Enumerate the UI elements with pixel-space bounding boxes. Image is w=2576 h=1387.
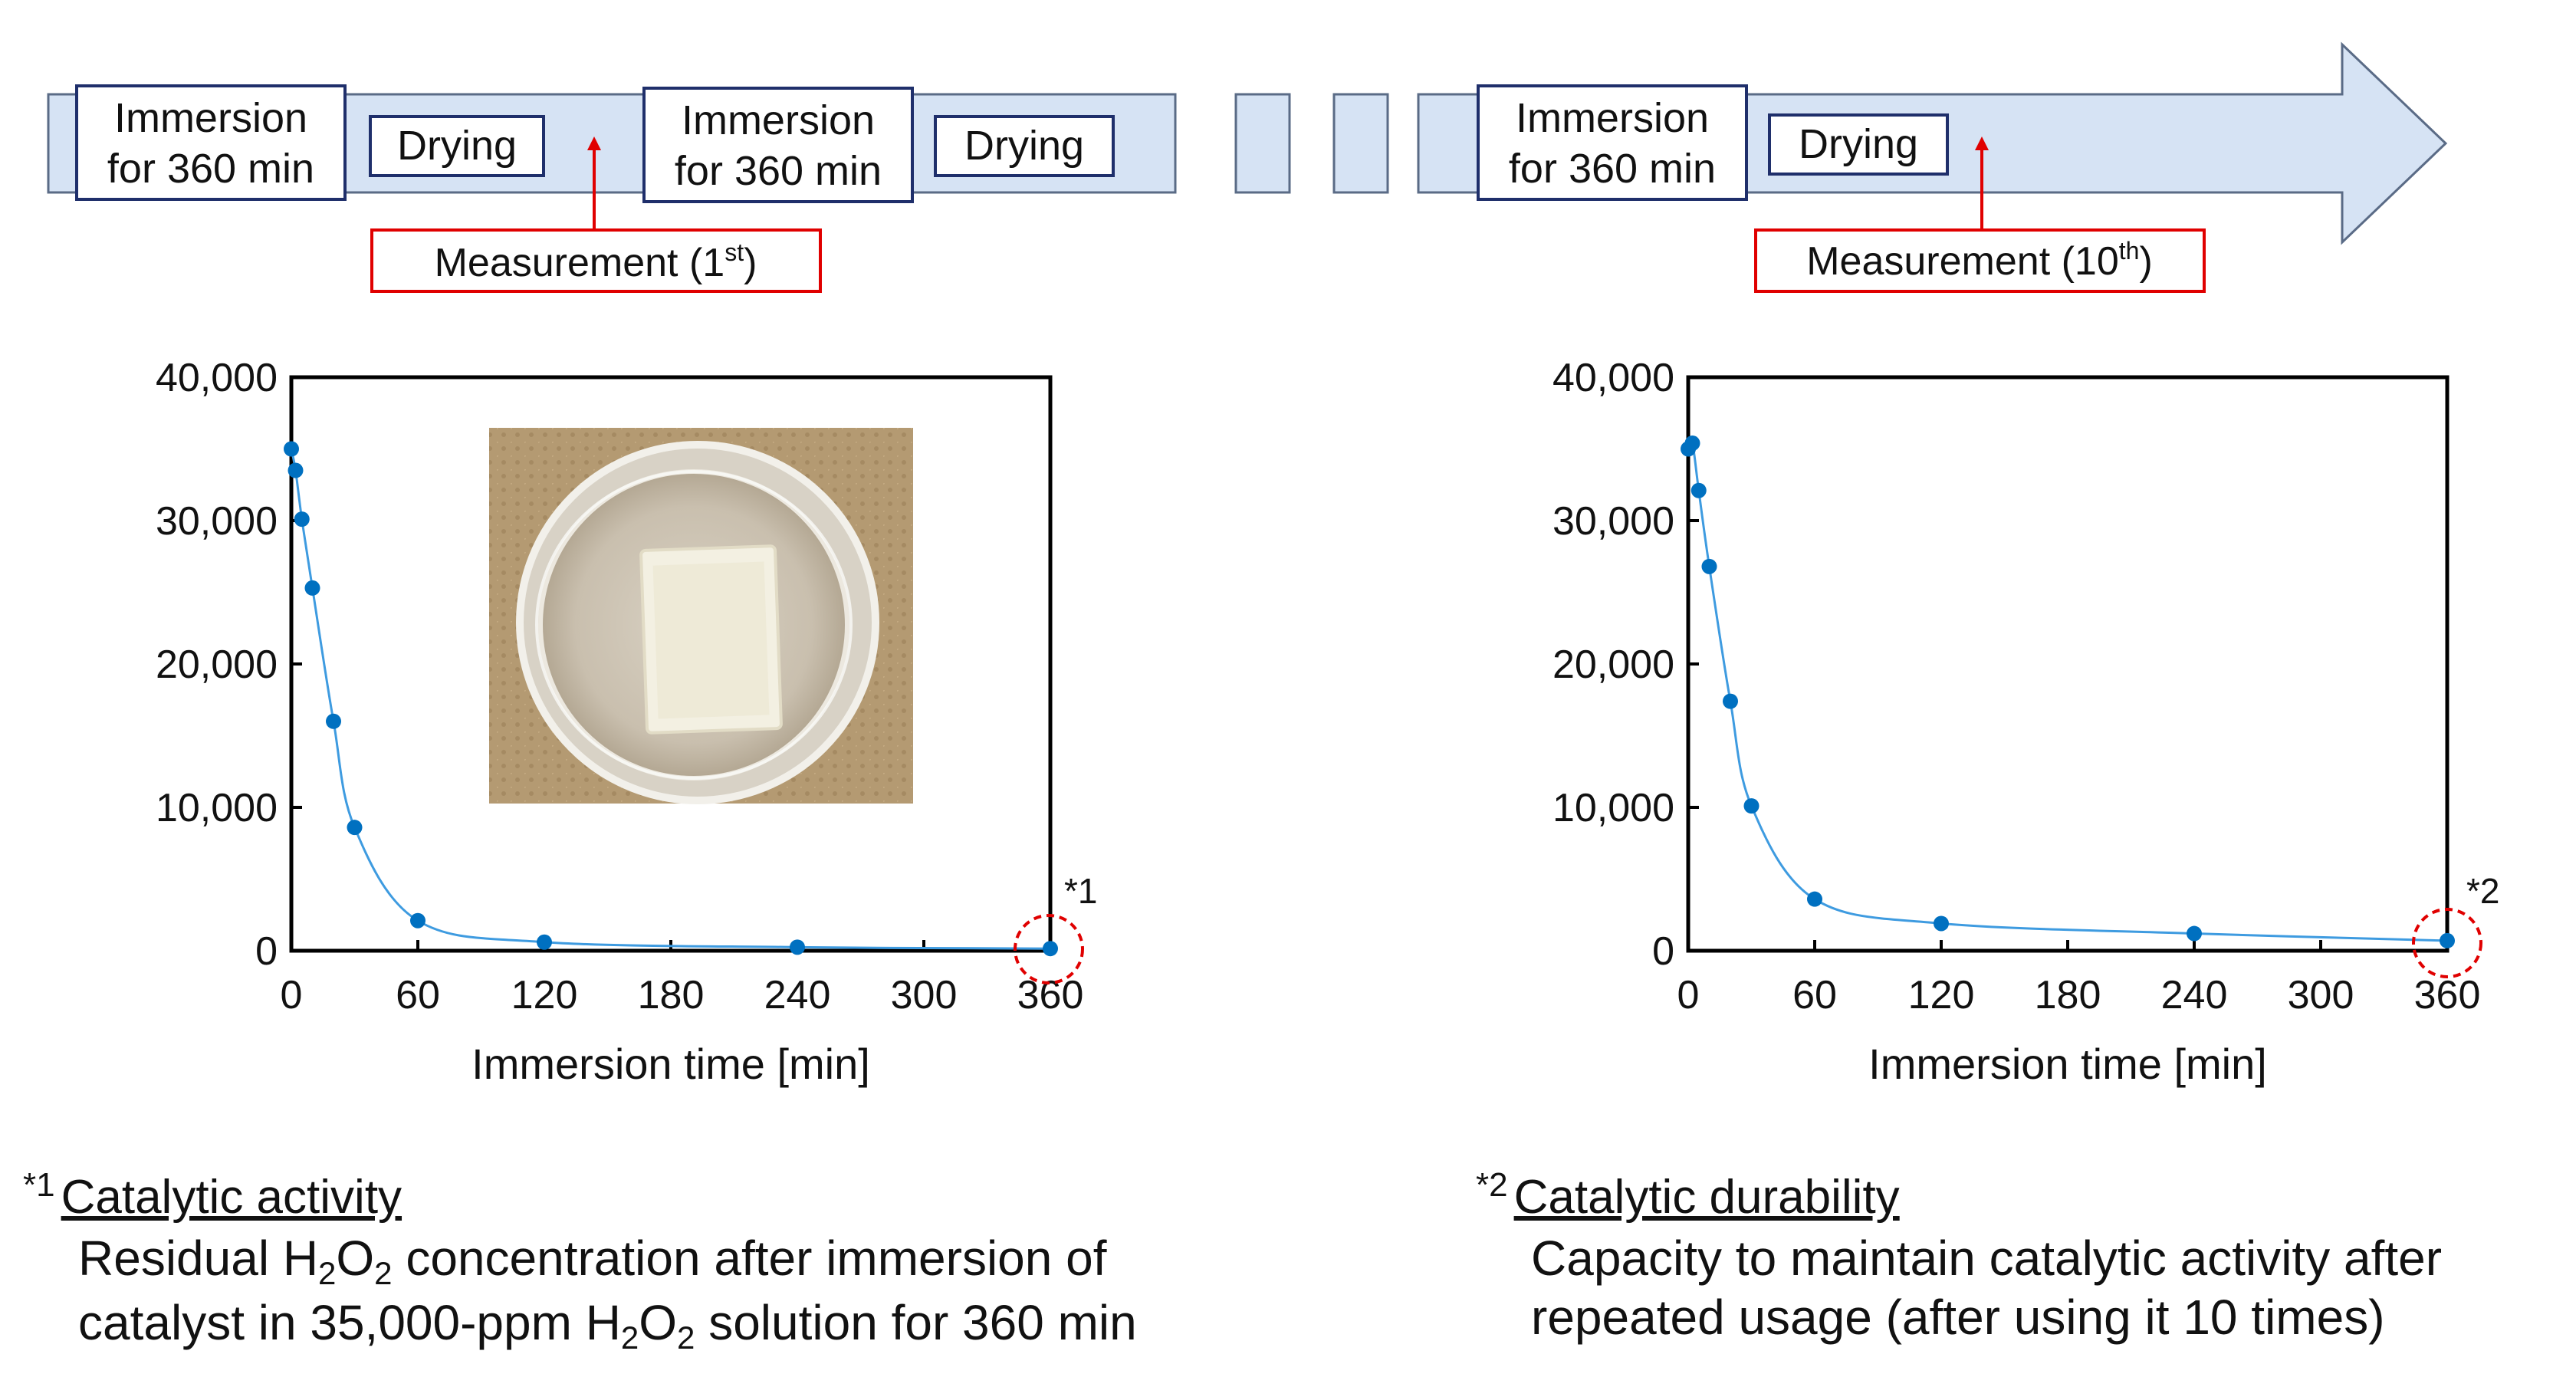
data-point <box>2187 925 2202 942</box>
footnote-2-line-1: Capacity to maintain catalytic activity … <box>1531 1231 2443 1287</box>
chart-first-measurement: 0 10,000 20,000 30,000 40,000 0 60 120 180 240 30… <box>156 356 1098 1088</box>
x-tick-label: 0 <box>281 973 303 1017</box>
data-point <box>294 511 310 528</box>
drying-step-1-label: Drying <box>397 123 517 169</box>
x-tick-label: 180 <box>638 973 705 1017</box>
y-tick-label: 20,000 <box>1552 643 1674 687</box>
footnote-2-mark: *2 <box>1476 1166 1508 1204</box>
footnote-1-mark: *1 <box>23 1166 55 1204</box>
y-tick-label: 40,000 <box>156 356 278 400</box>
data-point <box>1701 558 1717 574</box>
y-tick-label: 0 <box>1652 929 1674 974</box>
measurement-tenth: Measurement (10th) <box>1754 136 2206 293</box>
drying-step-2: Drying <box>934 115 1115 177</box>
x-tick-label: 60 <box>396 973 440 1017</box>
chart-tenth-measurement: 0 10,000 20,000 30,000 40,000 0 60 120 180 240 30… <box>1552 356 2500 1088</box>
y-tick-label: 40,000 <box>1552 356 1674 400</box>
chart-1-x-axis: 0 60 120 180 240 300 360 <box>281 940 1084 1017</box>
x-tick-label: 360 <box>1017 973 1084 1017</box>
data-point <box>1043 941 1058 957</box>
footnote-1-heading: *1 Catalytic activity <box>23 1165 1137 1226</box>
immersion-step-2-line2: for 360 min <box>675 148 882 194</box>
sample-photo-inset <box>489 428 913 804</box>
process-timeline: Immersion for 360 min Drying Immersion f… <box>47 41 2448 293</box>
x-tick-label: 120 <box>511 973 578 1017</box>
y-tick-label: 20,000 <box>156 643 278 687</box>
footnote-1-body: Residual H2O2 concentration after immers… <box>78 1229 1137 1357</box>
data-point <box>1723 693 1738 709</box>
measurement-first: Measurement (1st) <box>370 136 822 293</box>
data-point <box>1934 915 1949 932</box>
immersion-step-10-line1: Immersion <box>1516 95 1709 141</box>
drying-step-2-label: Drying <box>964 123 1084 169</box>
immersion-step-2: Immersion for 360 min <box>642 87 914 203</box>
chart-2-plot-frame <box>1686 375 2450 953</box>
x-tick-label: 240 <box>764 973 831 1017</box>
x-tick-label: 0 <box>1677 973 1700 1017</box>
data-point <box>347 820 363 836</box>
chart-2-x-axis: 0 60 120 180 240 300 360 <box>1677 940 2481 1017</box>
footnote-2-heading: *2 Catalytic durability <box>1476 1165 2442 1226</box>
chart-1-annotation: *1 <box>1064 871 1097 911</box>
y-tick-label: 0 <box>255 929 278 974</box>
x-tick-label: 180 <box>2035 973 2101 1017</box>
data-point <box>1807 891 1822 907</box>
data-point <box>288 462 304 478</box>
chart-1-y-axis: 0 10,000 20,000 30,000 40,000 <box>156 356 302 974</box>
x-tick-label: 300 <box>2288 973 2354 1017</box>
immersion-step-10: Immersion for 360 min <box>1477 84 1748 201</box>
drying-step-10-label: Drying <box>1799 121 1918 167</box>
footnote-1-line-2: catalyst in 35,000-ppm H2O2 solution for… <box>78 1294 1137 1356</box>
footnote-catalytic-durability: *2 Catalytic durability Capacity to maint… <box>1476 1165 2442 1347</box>
data-point <box>304 580 320 596</box>
chart-2-annotation: *2 <box>2466 871 2499 911</box>
chart-2-y-axis: 0 10,000 20,000 30,000 40,000 <box>1552 356 1699 974</box>
x-tick-label: 240 <box>2161 973 2228 1017</box>
footnote-2-body: Capacity to maintain catalytic activity … <box>1531 1229 2442 1347</box>
data-point <box>790 939 805 955</box>
immersion-step-1-line2: for 360 min <box>107 146 314 192</box>
x-tick-label: 120 <box>1908 973 1975 1017</box>
timeline-gap-block-1 <box>1234 93 1291 194</box>
x-tick-label: 360 <box>2414 973 2481 1017</box>
drying-step-1: Drying <box>369 115 545 177</box>
footnote-2-line-2: repeated usage (after using it 10 times) <box>1531 1290 2385 1346</box>
drying-step-10: Drying <box>1768 113 1949 176</box>
immersion-step-10-line2: for 360 min <box>1509 146 1716 192</box>
chart-2-series-line <box>1687 439 2448 942</box>
y-tick-label: 10,000 <box>1552 786 1674 830</box>
chart-2-x-label: Immersion time [min] <box>1868 1040 2267 1088</box>
data-point <box>1743 798 1760 814</box>
chart-2-highlight-circle <box>2412 908 2482 978</box>
data-point <box>284 441 299 457</box>
data-point <box>2440 932 2455 948</box>
chart-1-x-label: Immersion time [min] <box>472 1040 870 1088</box>
x-tick-label: 300 <box>891 973 958 1017</box>
timeline-gap-block-2 <box>1332 93 1389 194</box>
measurement-tenth-label: Measurement (10th) <box>1806 237 2153 284</box>
measurement-first-label: Measurement (1st) <box>435 238 757 285</box>
data-point <box>410 912 426 929</box>
footnote-1-line-1: Residual H2O2 concentration after immers… <box>78 1231 1107 1292</box>
immersion-step-2-line1: Immersion <box>682 97 875 143</box>
footnote-1-title: Catalytic activity <box>61 1171 402 1224</box>
immersion-step-1-line1: Immersion <box>114 95 307 141</box>
x-tick-label: 60 <box>1792 973 1837 1017</box>
footnote-2-title: Catalytic durability <box>1513 1171 1900 1224</box>
footnote-catalytic-activity: *1 Catalytic activity Residual H2O2 conce… <box>23 1165 1137 1357</box>
data-point <box>1691 482 1707 498</box>
y-tick-label: 10,000 <box>156 786 278 830</box>
y-tick-label: 30,000 <box>156 499 278 544</box>
data-point <box>1684 435 1700 452</box>
chart-1-highlight-circle <box>1014 914 1084 984</box>
data-point <box>537 934 552 950</box>
immersion-step-1: Immersion for 360 min <box>75 84 347 201</box>
data-point <box>326 713 341 729</box>
y-tick-label: 30,000 <box>1552 499 1674 544</box>
